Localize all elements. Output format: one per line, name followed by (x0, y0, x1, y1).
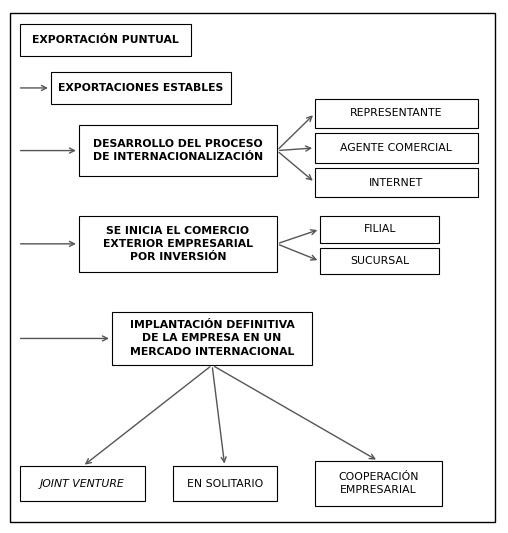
Text: SUCURSAL: SUCURSAL (350, 256, 409, 266)
Bar (320, 248, 439, 274)
Bar (79, 216, 277, 272)
Text: EXPORTACIONES ESTABLES: EXPORTACIONES ESTABLES (58, 83, 224, 93)
Bar (315, 168, 478, 197)
Text: AGENTE COMERCIAL: AGENTE COMERCIAL (340, 143, 452, 153)
Text: JOINT VENTURE: JOINT VENTURE (40, 479, 125, 489)
Bar (320, 216, 439, 243)
Bar (315, 99, 478, 128)
Text: IMPLANTACIÓN DEFINITIVA
DE LA EMPRESA EN UN
MERCADO INTERNACIONAL: IMPLANTACIÓN DEFINITIVA DE LA EMPRESA EN… (130, 320, 295, 357)
Text: EXPORTACIÓN PUNTUAL: EXPORTACIÓN PUNTUAL (32, 35, 179, 45)
Text: INTERNET: INTERNET (369, 177, 423, 188)
Text: REPRESENTANTE: REPRESENTANTE (350, 108, 442, 118)
Text: COOPERACIÓN
EMPRESARIAL: COOPERACIÓN EMPRESARIAL (338, 472, 419, 495)
Bar (315, 133, 478, 163)
Bar (79, 125, 277, 176)
Bar (315, 461, 442, 506)
Text: DESARROLLO DEL PROCESO
DE INTERNACIONALIZACIÓN: DESARROLLO DEL PROCESO DE INTERNACIONALI… (93, 139, 263, 162)
Text: SE INICIA EL COMERCIO
EXTERIOR EMPRESARIAL
POR INVERSIÓN: SE INICIA EL COMERCIO EXTERIOR EMPRESARI… (103, 225, 253, 262)
Bar (112, 312, 312, 365)
Bar (173, 466, 277, 501)
Bar (51, 72, 231, 104)
Text: FILIAL: FILIAL (364, 224, 396, 234)
Text: EN SOLITARIO: EN SOLITARIO (186, 479, 263, 489)
Bar (20, 466, 145, 501)
Bar (20, 24, 190, 56)
